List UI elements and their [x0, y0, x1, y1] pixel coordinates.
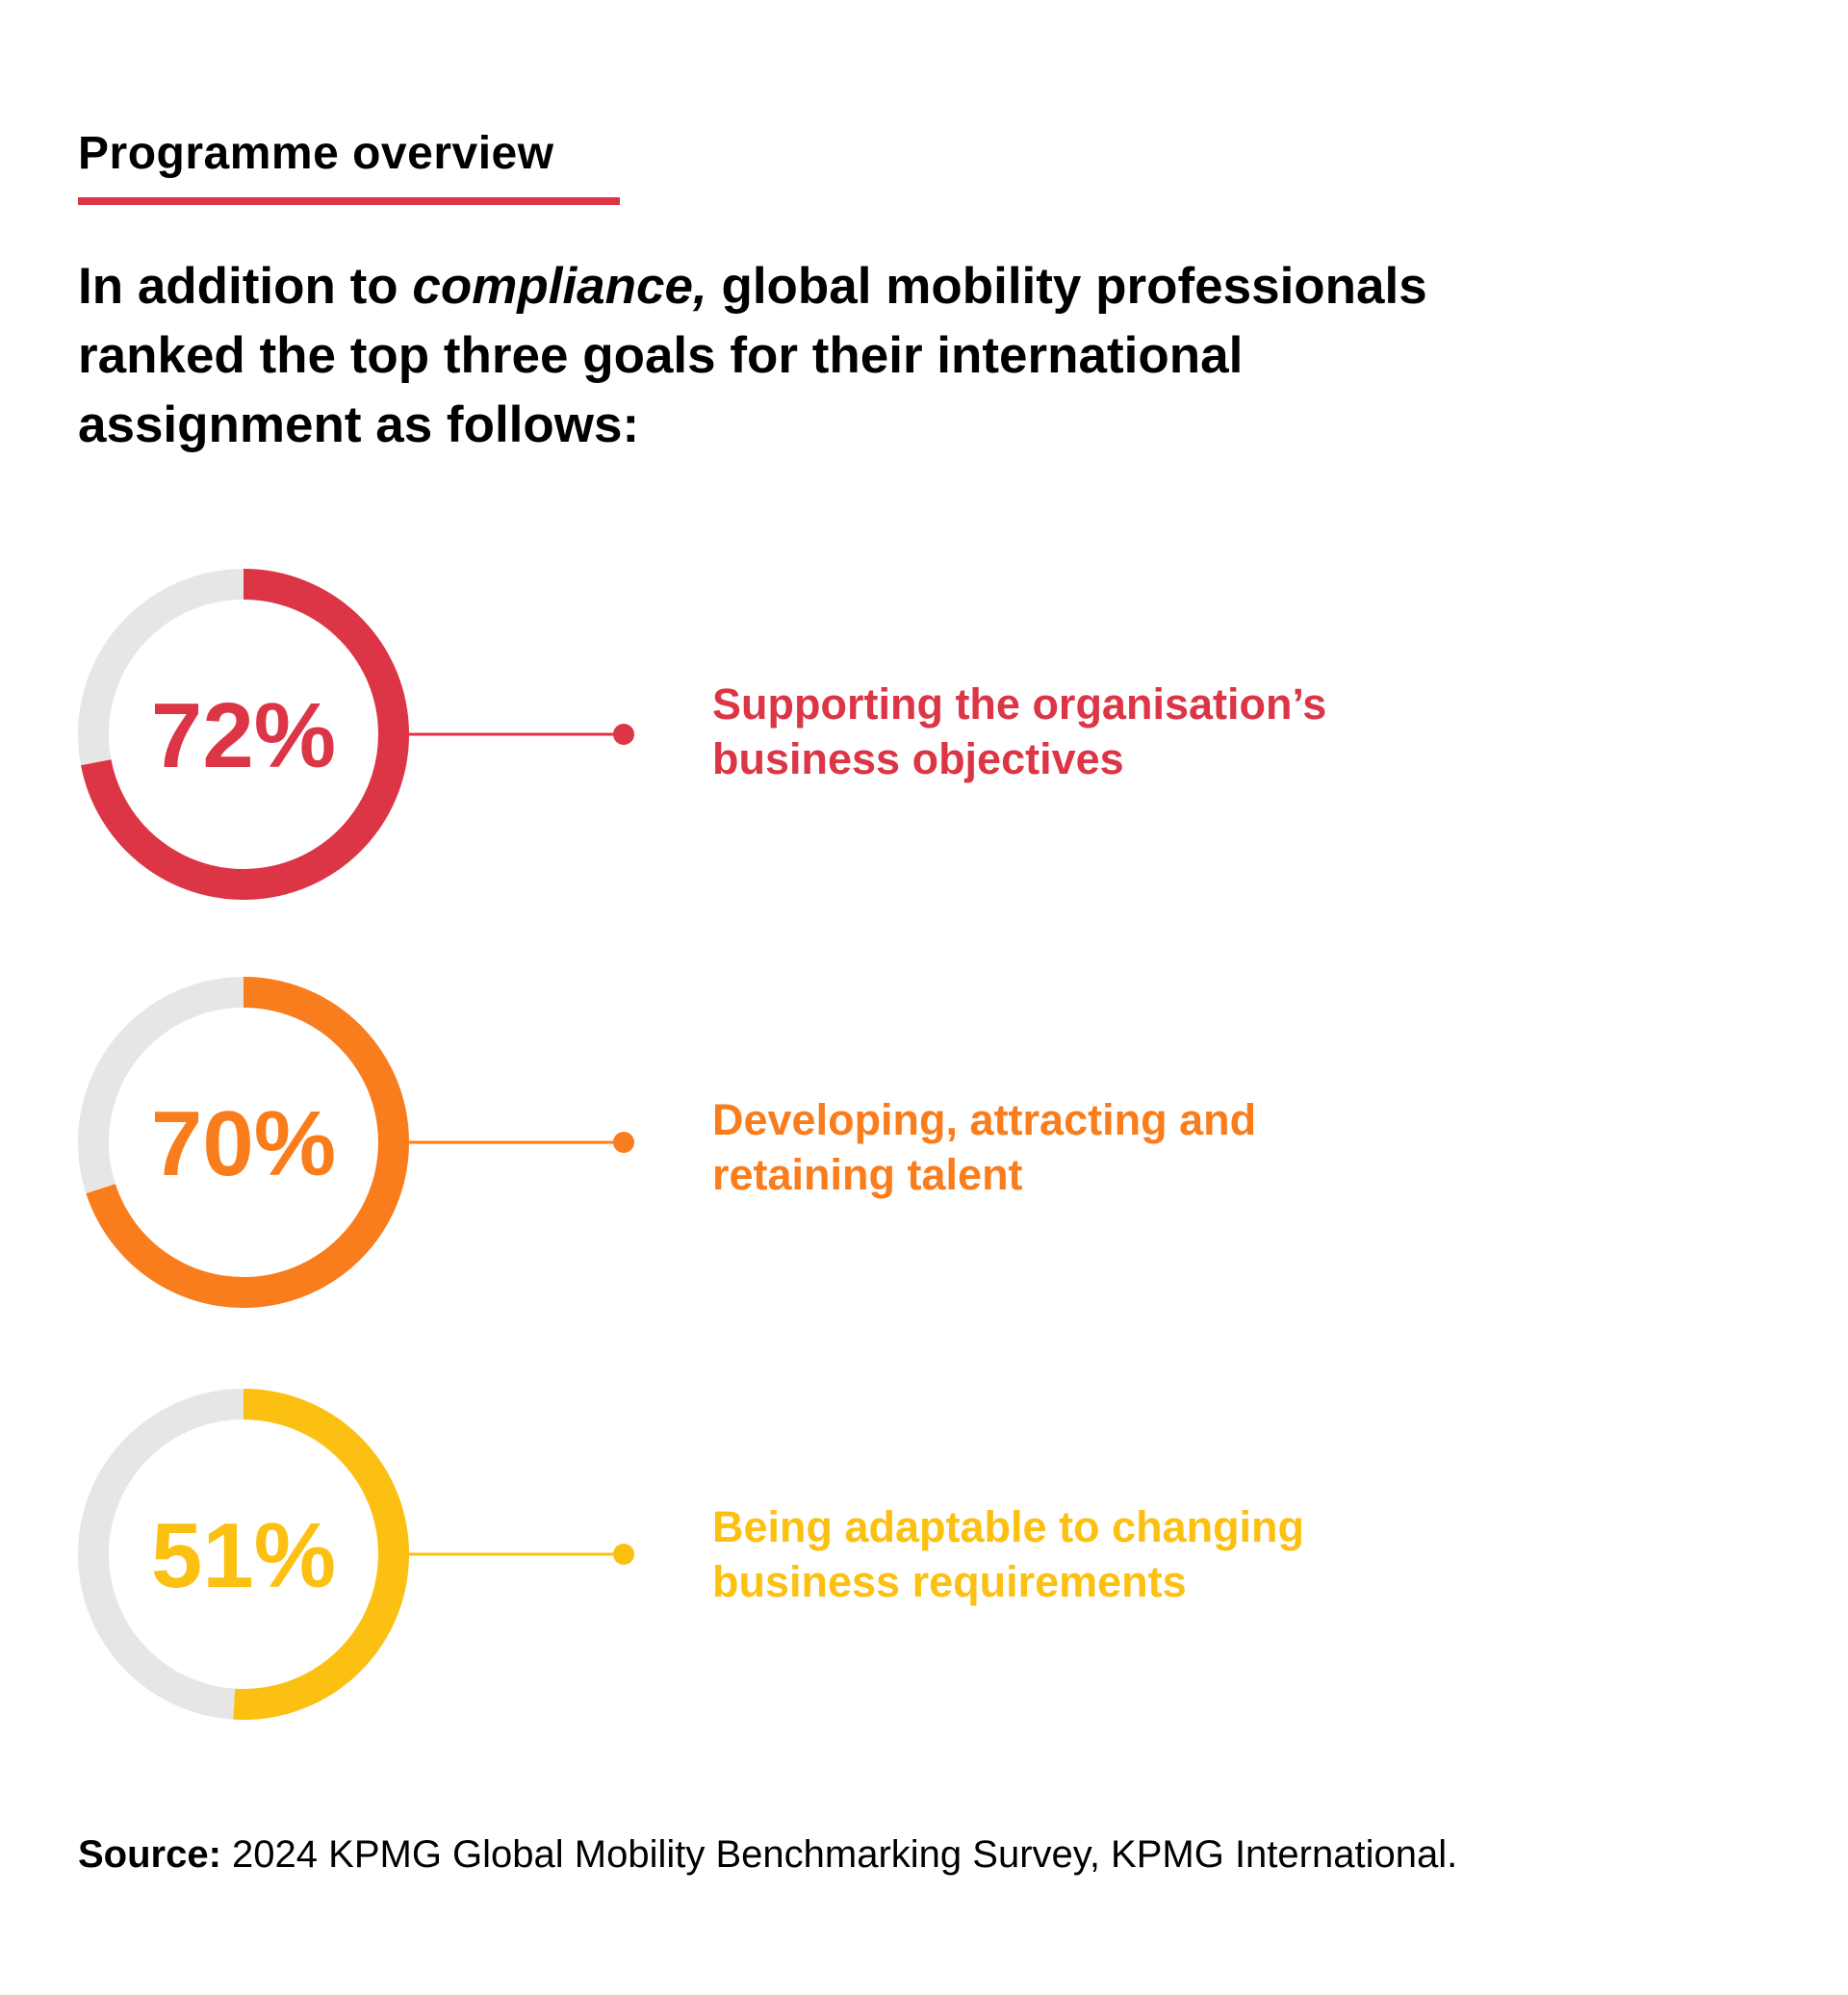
source-note: Source: 2024 KPMG Global Mobility Benchm…: [78, 1833, 1457, 1877]
connector-dot: [613, 724, 634, 745]
donut-value: 70%: [151, 1092, 336, 1195]
donut-value: 51%: [151, 1504, 336, 1607]
goal-label-1: Supporting the organisation’s business o…: [712, 679, 1327, 783]
intro-text-rest: global mobility professionals ranked the…: [78, 258, 1427, 453]
donut-arc: [81, 569, 409, 900]
connector-dot: [613, 1132, 634, 1153]
intro-emphasis: compliance,: [412, 258, 707, 315]
section-kicker: Programme overview: [78, 128, 554, 179]
intro-heading: In addition to compliance, global mobili…: [78, 252, 1522, 460]
goal-label-3: Being adaptable to changing business req…: [712, 1502, 1305, 1606]
goal-label-2: Developing, attracting and retaining tal…: [712, 1095, 1257, 1199]
connector-dot: [613, 1544, 634, 1565]
donut-arc: [86, 977, 409, 1308]
donut-arc: [233, 1389, 410, 1720]
kicker-underline: [78, 197, 620, 205]
source-label: Source:: [78, 1833, 221, 1876]
donut-value: 72%: [151, 684, 336, 787]
intro-text: In addition to: [78, 258, 413, 315]
source-text: 2024 KPMG Global Mobility Benchmarking S…: [220, 1833, 1458, 1876]
